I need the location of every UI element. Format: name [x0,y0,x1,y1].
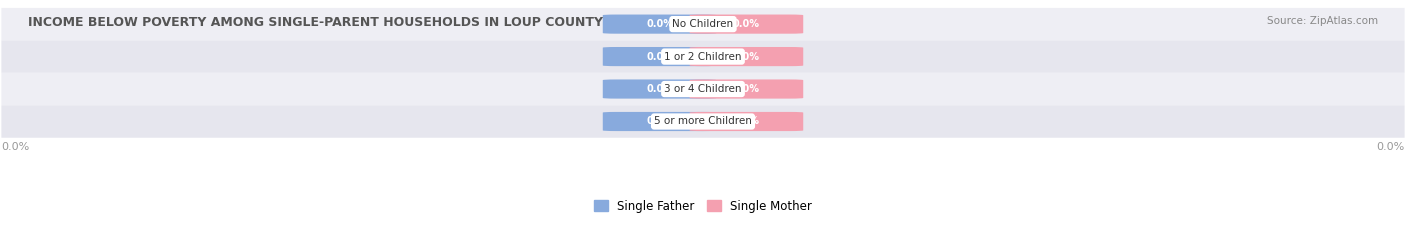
Text: 0.0%: 0.0% [733,84,759,94]
Text: No Children: No Children [672,19,734,29]
FancyBboxPatch shape [689,47,803,66]
Text: Source: ZipAtlas.com: Source: ZipAtlas.com [1267,16,1378,26]
FancyBboxPatch shape [1,40,1405,73]
Text: 0.0%: 0.0% [647,116,673,127]
FancyBboxPatch shape [603,79,717,99]
FancyBboxPatch shape [1,105,1405,138]
FancyBboxPatch shape [689,112,803,131]
FancyBboxPatch shape [603,14,717,34]
Text: 0.0%: 0.0% [733,19,759,29]
Text: 0.0%: 0.0% [1,142,30,152]
FancyBboxPatch shape [689,79,803,99]
FancyBboxPatch shape [603,47,717,66]
FancyBboxPatch shape [689,14,803,34]
Text: INCOME BELOW POVERTY AMONG SINGLE-PARENT HOUSEHOLDS IN LOUP COUNTY: INCOME BELOW POVERTY AMONG SINGLE-PARENT… [28,16,603,29]
Text: 0.0%: 0.0% [647,84,673,94]
Text: 5 or more Children: 5 or more Children [654,116,752,127]
Legend: Single Father, Single Mother: Single Father, Single Mother [593,200,813,212]
Text: 0.0%: 0.0% [647,51,673,62]
Text: 0.0%: 0.0% [647,19,673,29]
Text: 0.0%: 0.0% [733,51,759,62]
Text: 0.0%: 0.0% [1376,142,1405,152]
Text: 1 or 2 Children: 1 or 2 Children [664,51,742,62]
FancyBboxPatch shape [603,112,717,131]
FancyBboxPatch shape [1,8,1405,40]
FancyBboxPatch shape [1,73,1405,105]
Text: 0.0%: 0.0% [733,116,759,127]
Text: 3 or 4 Children: 3 or 4 Children [664,84,742,94]
